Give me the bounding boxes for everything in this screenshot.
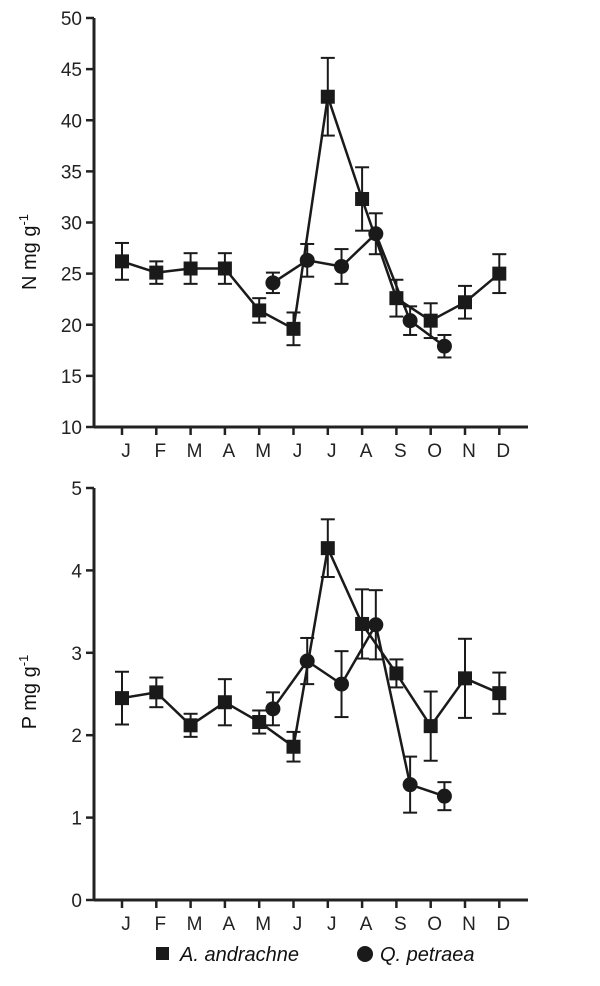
a-andrachne-point — [115, 254, 129, 269]
legend-square-marker — [156, 947, 169, 960]
a-andrachne-point — [355, 616, 370, 631]
x-tick-label: J — [327, 914, 337, 935]
a-andrachne-point — [286, 321, 301, 336]
legend-label-q-petraea: Q. petraea — [380, 944, 475, 966]
phosphorus-y-axis-title: P mg g-1 — [16, 655, 41, 730]
a-andrachne-point — [149, 685, 164, 700]
q-petraea-point — [299, 252, 315, 268]
x-tick-label: D — [496, 441, 510, 462]
q-petraea-point — [436, 338, 452, 354]
x-tick-label: M — [187, 914, 203, 935]
a-andrachne-point — [149, 265, 164, 280]
y-tick-label: 15 — [61, 367, 82, 388]
nitrogen-y-axis-title: N mg g-1 — [16, 214, 41, 290]
a-andrachne-point — [183, 718, 198, 733]
y-tick-label: 25 — [61, 265, 82, 286]
x-tick-label: A — [360, 441, 373, 462]
y-tick-label: 40 — [61, 111, 82, 132]
q-petraea-point — [436, 788, 452, 804]
x-tick-label: J — [293, 441, 303, 462]
x-tick-label: O — [427, 914, 442, 935]
q-petraea-point — [402, 777, 418, 793]
y-tick-label: 10 — [61, 418, 82, 439]
legend-circle-marker — [357, 946, 373, 962]
a-andrachne-point — [458, 671, 472, 686]
x-tick-label: M — [255, 441, 271, 462]
y-tick-label: 4 — [71, 561, 82, 582]
x-tick-label: F — [154, 441, 166, 462]
legend-label-a-andrachne: A. andrachne — [179, 944, 299, 966]
y-tick-label: 5 — [71, 479, 82, 500]
x-tick-label: F — [154, 914, 166, 935]
q-petraea-point — [265, 701, 281, 717]
x-tick-label: O — [427, 441, 442, 462]
q-petraea-point — [368, 617, 384, 633]
x-tick-label: S — [394, 441, 407, 462]
x-tick-label: N — [462, 441, 476, 462]
a-andrachne-point — [115, 691, 129, 706]
a-andrachne-point — [217, 261, 232, 276]
q-petraea-point — [368, 226, 384, 242]
q-petraea-point — [265, 275, 281, 291]
x-tick-label: M — [187, 441, 203, 462]
a-andrachne-point — [183, 261, 198, 276]
y-tick-label: 50 — [61, 9, 82, 30]
x-tick-label: N — [462, 914, 476, 935]
x-tick-label: A — [223, 441, 236, 462]
y-tick-label: 45 — [61, 60, 82, 81]
x-tick-label: J — [327, 441, 337, 462]
x-tick-label: A — [223, 914, 236, 935]
a-andrachne-point — [389, 291, 404, 306]
x-tick-label: D — [496, 914, 510, 935]
y-tick-label: 1 — [71, 809, 82, 830]
a-andrachne-series-line — [121, 546, 500, 748]
a-andrachne-point — [389, 666, 404, 681]
y-tick-label: 35 — [61, 162, 82, 183]
q-petraea-point — [299, 653, 315, 669]
a-andrachne-point — [252, 303, 267, 318]
legend: A. andrachne Q. petraea — [156, 944, 475, 966]
a-andrachne-point — [492, 266, 507, 281]
y-tick-label: 0 — [71, 891, 82, 912]
a-andrachne-point — [423, 719, 438, 734]
a-andrachne-point — [458, 295, 472, 310]
a-andrachne-point — [320, 541, 335, 556]
q-petraea-point — [334, 258, 350, 274]
a-andrachne-point — [355, 191, 370, 206]
y-tick-label: 30 — [61, 214, 82, 235]
x-tick-label: A — [360, 914, 373, 935]
x-tick-label: J — [293, 914, 303, 935]
a-andrachne-point — [217, 695, 232, 710]
q-petraea-point — [334, 676, 350, 692]
a-andrachne-series-line — [121, 95, 501, 331]
y-tick-label: 20 — [61, 316, 82, 337]
y-tick-label: 2 — [71, 726, 82, 747]
q-petraea-point — [402, 313, 418, 329]
x-tick-label: J — [121, 441, 131, 462]
y-tick-label: 3 — [71, 644, 82, 665]
a-andrachne-point — [252, 715, 267, 730]
a-andrachne-point — [286, 739, 301, 754]
a-andrachne-point — [423, 313, 438, 328]
a-andrachne-point — [320, 89, 335, 104]
x-tick-label: J — [121, 914, 131, 935]
a-andrachne-point — [492, 686, 507, 701]
x-tick-label: S — [394, 914, 407, 935]
x-tick-label: M — [255, 914, 271, 935]
